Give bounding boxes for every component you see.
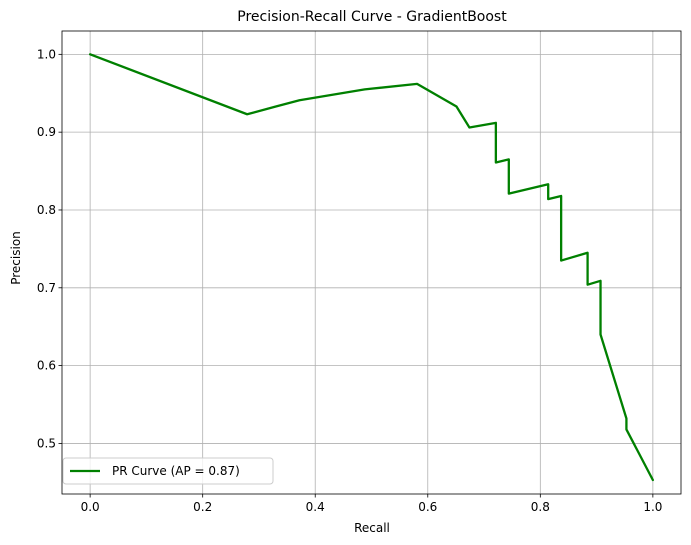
y-tick-label: 0.5 — [37, 436, 56, 450]
chart-title: Precision-Recall Curve - GradientBoost — [237, 9, 507, 25]
y-tick-label: 0.9 — [37, 125, 56, 139]
legend-label: PR Curve (AP = 0.87) — [112, 464, 240, 478]
plot-frame — [61, 30, 682, 495]
y-axis-label: Precision — [9, 231, 23, 285]
legend: PR Curve (AP = 0.87) — [62, 457, 274, 485]
y-tick-label: 0.6 — [37, 359, 56, 373]
grid — [62, 31, 681, 494]
x-tick-label: 0.2 — [193, 500, 212, 514]
x-tick-label: 0.0 — [81, 500, 100, 514]
y-tick-label: 0.7 — [37, 281, 56, 295]
x-tick-label: 1.0 — [643, 500, 662, 514]
y-tick-label: 1.0 — [37, 47, 56, 61]
legend-box — [62, 457, 274, 485]
x-tick-label: 0.4 — [306, 500, 325, 514]
x-tick-label: 0.8 — [531, 500, 550, 514]
y-tick-label: 0.8 — [37, 203, 56, 217]
pr-curve-line — [88, 53, 655, 482]
series-layer — [88, 53, 655, 482]
x-axis-label: Recall — [354, 521, 390, 535]
x-tick-label: 0.6 — [418, 500, 437, 514]
ticks: 0.0 0.2 0.4 0.6 0.8 1.0 0.5 0.6 0.7 0.8 0.9 1.0 — [37, 47, 663, 514]
